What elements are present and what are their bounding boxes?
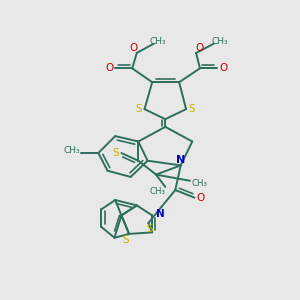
Text: O: O xyxy=(219,63,227,73)
Text: CH₃: CH₃ xyxy=(63,146,80,155)
Text: O: O xyxy=(196,193,205,203)
Text: S: S xyxy=(112,148,119,158)
Text: CH₃: CH₃ xyxy=(150,187,166,196)
Text: S: S xyxy=(122,235,129,245)
Text: CH₃: CH₃ xyxy=(149,37,166,46)
Text: N: N xyxy=(176,155,185,165)
Text: CH₃: CH₃ xyxy=(191,178,207,188)
Text: S: S xyxy=(147,224,153,234)
Text: N: N xyxy=(155,209,164,219)
Text: CH₃: CH₃ xyxy=(212,37,228,46)
Text: S: S xyxy=(136,104,142,114)
Text: O: O xyxy=(105,63,113,73)
Text: O: O xyxy=(195,43,203,52)
Text: S: S xyxy=(188,104,195,114)
Text: O: O xyxy=(130,43,138,52)
